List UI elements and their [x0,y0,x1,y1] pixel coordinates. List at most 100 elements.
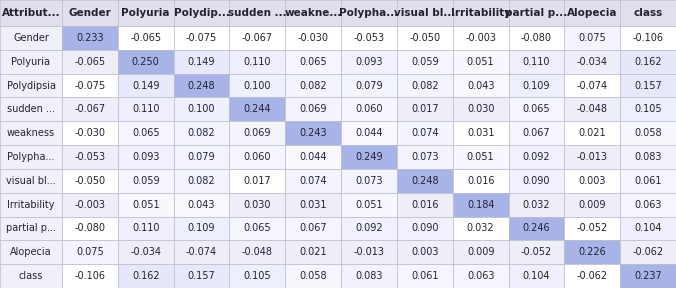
Text: 0.074: 0.074 [299,176,327,186]
Text: 0.082: 0.082 [299,81,327,90]
Text: -0.075: -0.075 [74,81,105,90]
Bar [174,193,229,217]
Text: 0.092: 0.092 [523,152,550,162]
Bar [620,121,676,145]
Bar [453,217,508,240]
Text: weakne...: weakne... [285,8,342,18]
Text: Polyuria: Polyuria [11,57,51,67]
Bar [620,264,676,288]
Bar [564,26,620,50]
Bar [341,145,397,169]
Bar [453,50,508,74]
Text: 0.044: 0.044 [299,152,327,162]
Bar [0,217,62,240]
Bar [0,50,62,74]
Text: 0.079: 0.079 [355,81,383,90]
Bar [118,50,174,74]
Text: 0.030: 0.030 [467,104,494,114]
Text: -0.048: -0.048 [577,104,608,114]
Text: 0.073: 0.073 [355,176,383,186]
Text: 0.184: 0.184 [467,200,494,210]
Bar [453,193,508,217]
Text: 0.082: 0.082 [188,128,216,138]
Bar [341,217,397,240]
Text: 0.149: 0.149 [188,57,215,67]
Bar [174,121,229,145]
Bar [118,240,174,264]
Text: 0.083: 0.083 [634,152,662,162]
Text: 0.104: 0.104 [634,223,662,234]
Bar [341,193,397,217]
Text: 0.248: 0.248 [188,81,216,90]
Bar [620,26,676,50]
Text: 0.250: 0.250 [132,57,160,67]
Bar [0,169,62,193]
Bar [397,193,453,217]
Bar [341,240,397,264]
Bar [174,264,229,288]
Text: 0.100: 0.100 [188,104,215,114]
Text: 0.063: 0.063 [467,271,494,281]
Bar [341,74,397,97]
Text: -0.080: -0.080 [74,223,105,234]
Bar [397,74,453,97]
Bar [341,97,397,121]
Text: 0.009: 0.009 [467,247,494,257]
Text: partial p...: partial p... [506,8,568,18]
Bar [508,145,564,169]
Bar [508,97,564,121]
Bar [341,0,397,26]
Text: 0.093: 0.093 [356,57,383,67]
Text: 0.082: 0.082 [411,81,439,90]
Text: visual bl...: visual bl... [394,8,456,18]
Bar [453,74,508,97]
Text: 0.244: 0.244 [243,104,271,114]
Text: 0.065: 0.065 [243,223,271,234]
Text: Polyuria: Polyuria [122,8,170,18]
Text: 0.032: 0.032 [467,223,494,234]
Text: 0.021: 0.021 [299,247,327,257]
Bar [62,50,118,74]
Text: sudden ...: sudden ... [228,8,287,18]
Text: -0.034: -0.034 [130,247,162,257]
Text: 0.031: 0.031 [299,200,327,210]
Bar [229,26,285,50]
Text: -0.074: -0.074 [577,81,608,90]
Text: Gender: Gender [13,33,49,43]
Bar [174,50,229,74]
Text: Alopecia: Alopecia [567,8,617,18]
Bar [62,193,118,217]
Bar [0,240,62,264]
Bar [0,145,62,169]
Text: -0.013: -0.013 [577,152,608,162]
Bar [285,217,341,240]
Bar [453,169,508,193]
Text: 0.073: 0.073 [411,152,439,162]
Text: 0.110: 0.110 [243,57,271,67]
Bar [0,74,62,97]
Text: 0.248: 0.248 [411,176,439,186]
Bar [341,50,397,74]
Text: -0.065: -0.065 [130,33,162,43]
Bar [397,145,453,169]
Bar [453,97,508,121]
Text: Attribut...: Attribut... [1,8,60,18]
Text: 0.044: 0.044 [356,128,383,138]
Bar [174,240,229,264]
Bar [174,97,229,121]
Bar [229,145,285,169]
Text: partial p...: partial p... [6,223,56,234]
Text: 0.226: 0.226 [579,247,606,257]
Text: 0.060: 0.060 [243,152,271,162]
Text: 0.109: 0.109 [188,223,215,234]
Bar [229,193,285,217]
Text: -0.080: -0.080 [521,33,552,43]
Text: -0.050: -0.050 [409,33,440,43]
Bar [453,0,508,26]
Bar [62,217,118,240]
Text: 0.157: 0.157 [634,81,662,90]
Text: class: class [19,271,43,281]
Text: -0.065: -0.065 [74,57,105,67]
Bar [118,0,174,26]
Bar [341,121,397,145]
